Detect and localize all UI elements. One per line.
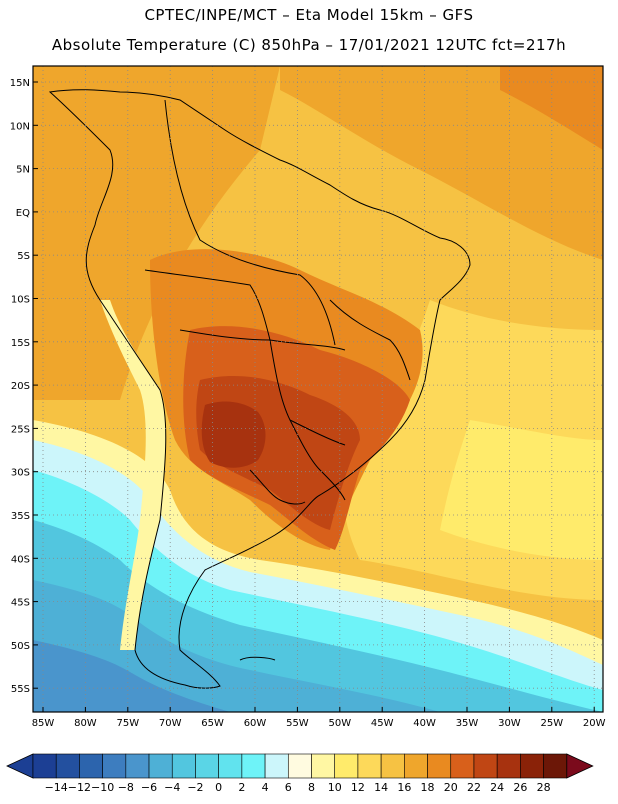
lon-label: 40W: [413, 718, 436, 729]
colorbar-label: −4: [164, 781, 180, 794]
colorbar-swatch: [241, 753, 266, 779]
lat-label: 10N: [10, 121, 30, 132]
lat-label: 45S: [11, 598, 30, 609]
lat-label: 15N: [10, 78, 30, 89]
colorbar-swatch: [55, 753, 80, 779]
colorbar-arrow-right: [566, 753, 594, 779]
colorbar-label: −8: [118, 781, 134, 794]
colorbar-swatch: [79, 753, 103, 779]
colorbar-swatch: [380, 753, 405, 779]
colorbar-swatch: [264, 753, 289, 779]
colorbar-label: 20: [444, 781, 458, 794]
colorbar-label: 0: [215, 781, 222, 794]
colorbar-label: 4: [262, 781, 269, 794]
colorbar-label: 14: [374, 781, 388, 794]
colorbar-swatch: [473, 753, 498, 779]
lat-label: 30S: [11, 468, 30, 479]
colorbar-swatch: [427, 753, 452, 779]
colorbar-label: 26: [513, 781, 527, 794]
map-title-line-2: Absolute Temperature (C) 850hPa – 17/01/…: [51, 36, 567, 54]
latitude-labels: 15N 10N 5N EQ 5S 10S 15S 20S 25S 30S 35S 40S 45S 50S 5…: [10, 78, 38, 695]
lon-label: 70W: [159, 718, 182, 729]
lon-label: 60W: [244, 718, 267, 729]
colorbar-swatch: [520, 753, 544, 779]
colorbar-label: 28: [537, 781, 551, 794]
graticule: [33, 66, 603, 712]
colorbar-label: −12: [68, 781, 91, 794]
lon-label: 35W: [456, 718, 479, 729]
colorbar-label: 24: [490, 781, 504, 794]
map-title-line-1: CPTEC/INPE/MCT – Eta Model 15km – GFS: [144, 6, 474, 24]
lon-label: 50W: [328, 718, 351, 729]
lat-label: 50S: [11, 641, 30, 652]
colorbar: −14 −12 −10 −8 −6 −4 −2 0 2 4 6 8 10 12 14 16 18 20 22 24 26…: [6, 753, 594, 794]
lon-label: 45W: [371, 718, 394, 729]
colorbar-swatch: [32, 753, 57, 779]
colorbar-swatch: [334, 753, 359, 779]
colorbar-swatch: [125, 753, 150, 779]
lon-label: 25W: [540, 718, 563, 729]
lat-label: EQ: [16, 208, 30, 219]
colorbar-swatch: [102, 753, 127, 779]
lon-label: 80W: [74, 718, 97, 729]
colorbar-swatch: [543, 753, 568, 779]
colorbar-swatch: [287, 753, 312, 779]
country-borders: [48, 89, 471, 689]
lat-label: 5S: [17, 251, 30, 262]
lon-label: 20W: [583, 718, 606, 729]
temperature-field: [33, 66, 603, 712]
longitude-labels: 85W 80W 75W 70W 65W 60W 55W 50W 45W 40W 35W 30W 25W 2…: [32, 707, 606, 729]
lon-label: 55W: [286, 718, 309, 729]
colorbar-arrow-left: [6, 753, 34, 779]
colorbar-label: 8: [308, 781, 315, 794]
colorbar-label: −2: [187, 781, 203, 794]
lon-label: 85W: [32, 718, 55, 729]
colorbar-label: 18: [421, 781, 435, 794]
lat-label: 40S: [11, 554, 30, 565]
colorbar-label: 6: [285, 781, 292, 794]
colorbar-label: 16: [397, 781, 411, 794]
colorbar-swatch: [357, 753, 382, 779]
lat-label: 5N: [16, 165, 30, 176]
colorbar-label: 10: [328, 781, 342, 794]
colorbar-label: 2: [238, 781, 245, 794]
colorbar-swatch: [171, 753, 196, 779]
lat-label: 35S: [11, 511, 30, 522]
colorbar-swatch: [218, 753, 243, 779]
lat-label: 20S: [11, 381, 30, 392]
lat-label: 10S: [11, 295, 30, 306]
lat-label: 25S: [11, 424, 30, 435]
lon-label: 30W: [498, 718, 521, 729]
colorbar-label: 12: [351, 781, 365, 794]
lat-label: 15S: [11, 338, 30, 349]
colorbar-label: 22: [467, 781, 481, 794]
lon-label: 65W: [201, 718, 224, 729]
colorbar-label: −10: [91, 781, 114, 794]
colorbar-swatch: [311, 753, 336, 779]
colorbar-label: −14: [45, 781, 68, 794]
colorbar-swatch: [496, 753, 521, 779]
colorbar-swatch: [404, 753, 428, 779]
colorbar-swatch: [450, 753, 475, 779]
colorbar-swatch: [195, 753, 219, 779]
colorbar-label: −6: [141, 781, 157, 794]
lat-label: 55S: [11, 684, 30, 695]
lon-label: 75W: [116, 718, 139, 729]
map-frame: [32, 65, 604, 713]
colorbar-swatch: [148, 753, 173, 779]
